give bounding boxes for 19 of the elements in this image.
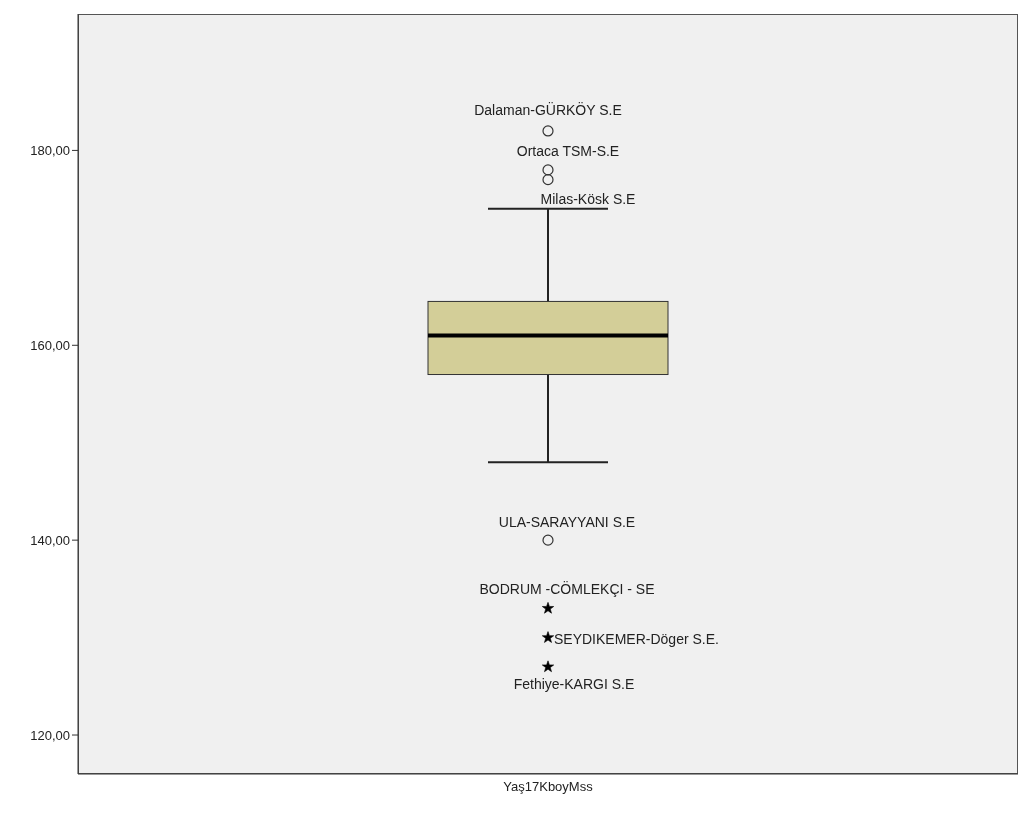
- point: [541, 631, 555, 643]
- point: [542, 534, 554, 546]
- point: [542, 174, 554, 186]
- annotation: SEYDIKEMER-Döger S.E.: [554, 630, 719, 647]
- point: [542, 164, 554, 176]
- y-tick-label: 120,00: [30, 727, 70, 743]
- y-tick-label: 180,00: [30, 143, 70, 159]
- annotation: ULA-SARAYYANI S.E: [498, 514, 636, 531]
- annotation: Dalaman-GÜRKÖY S.E: [474, 100, 622, 118]
- y-tick-label: 160,00: [30, 337, 70, 353]
- annotation: Milas-Kösk S.E: [540, 190, 636, 207]
- x-tick-label: Yaş17KboyMss: [503, 779, 594, 795]
- y-tick-label: 140,00: [30, 532, 70, 548]
- point: [541, 660, 555, 672]
- annotation: Fethiye-KARGI S.E: [513, 675, 635, 692]
- point: [541, 602, 555, 614]
- point: [542, 125, 554, 137]
- annotation: Ortaca TSM-S.E: [516, 142, 620, 159]
- annotation: BODRUM -CÖMLEKÇI - SE: [479, 580, 655, 598]
